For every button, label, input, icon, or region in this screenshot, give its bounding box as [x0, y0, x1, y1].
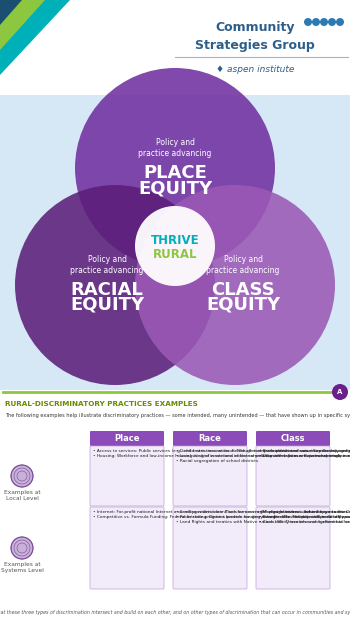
Polygon shape — [0, 0, 22, 25]
FancyBboxPatch shape — [0, 390, 350, 620]
Text: RACIAL: RACIAL — [71, 281, 144, 299]
Text: Examples at
Local Level: Examples at Local Level — [4, 490, 40, 501]
FancyBboxPatch shape — [256, 431, 330, 446]
FancyBboxPatch shape — [173, 446, 247, 506]
Text: ♦ aspen institute: ♦ aspen institute — [216, 66, 294, 74]
FancyBboxPatch shape — [90, 507, 164, 589]
Text: The following examples help illustrate discriminatory practices — some intended,: The following examples help illustrate d… — [5, 413, 350, 418]
Circle shape — [11, 465, 33, 487]
Text: EQUITY: EQUITY — [206, 296, 280, 314]
Circle shape — [304, 18, 312, 26]
FancyBboxPatch shape — [256, 507, 330, 589]
FancyBboxPatch shape — [90, 431, 164, 446]
Circle shape — [75, 68, 275, 268]
Text: Policy and
practice advancing: Policy and practice advancing — [138, 138, 212, 158]
FancyBboxPatch shape — [256, 446, 330, 506]
Text: Policy and
practice advancing: Policy and practice advancing — [206, 255, 280, 275]
Text: • Participation and voice: Leadership and decision-making meetings set at times : • Participation and voice: Leadership an… — [259, 449, 350, 458]
FancyBboxPatch shape — [0, 95, 350, 390]
Text: • Internet: For-profit national Internet and cell providers claim “service cover: • Internet: For-profit national Internet… — [93, 510, 350, 519]
Circle shape — [320, 18, 328, 26]
Text: RURAL: RURAL — [153, 249, 197, 262]
Text: CLASS: CLASS — [211, 281, 275, 299]
Text: Race: Race — [198, 434, 222, 443]
Text: PLACE: PLACE — [143, 164, 207, 182]
Polygon shape — [0, 0, 45, 50]
Text: Class: Class — [281, 434, 305, 443]
Text: Place: Place — [114, 434, 140, 443]
Text: • Deed restrictions on land: Though many are eliminated now, they drove segregat: • Deed restrictions on land: Though many… — [176, 449, 350, 463]
Text: RURAL-DISCRIMINATORY PRACTICES EXAMPLES: RURAL-DISCRIMINATORY PRACTICES EXAMPLES — [5, 401, 198, 407]
Circle shape — [11, 537, 33, 559]
Circle shape — [328, 18, 336, 26]
Circle shape — [332, 384, 348, 400]
Text: A: A — [337, 389, 343, 395]
Circle shape — [135, 185, 335, 385]
Text: EQUITY: EQUITY — [70, 296, 144, 314]
Polygon shape — [0, 0, 70, 75]
Circle shape — [312, 18, 320, 26]
Circle shape — [15, 185, 215, 385]
Text: Note that these three types of discrimination intersect and build on each other,: Note that these three types of discrimin… — [0, 610, 350, 615]
Circle shape — [336, 18, 344, 26]
Text: THRIVE: THRIVE — [151, 234, 199, 247]
Text: Policy and
practice advancing: Policy and practice advancing — [70, 255, 144, 275]
Text: EQUITY: EQUITY — [138, 179, 212, 197]
Text: Strategies Group: Strategies Group — [195, 38, 315, 51]
Text: Examples at
Systems Level: Examples at Systems Level — [1, 562, 43, 574]
Circle shape — [135, 206, 215, 286]
FancyBboxPatch shape — [173, 507, 247, 589]
Text: • Access to services: Public services (e.g., child care, recreation, health clin: • Access to services: Public services (e… — [93, 449, 350, 458]
FancyBboxPatch shape — [173, 431, 247, 446]
FancyBboxPatch shape — [0, 0, 350, 95]
Text: • Mortgage interest deduction on taxes: Only those who are wealthy enough to bot: • Mortgage interest deduction on taxes: … — [259, 510, 350, 524]
FancyBboxPatch shape — [90, 446, 164, 506]
Text: Community: Community — [215, 22, 295, 35]
Text: • Lending restrictions: Black farmers in the past have been denied opportunities: • Lending restrictions: Black farmers in… — [176, 510, 350, 524]
